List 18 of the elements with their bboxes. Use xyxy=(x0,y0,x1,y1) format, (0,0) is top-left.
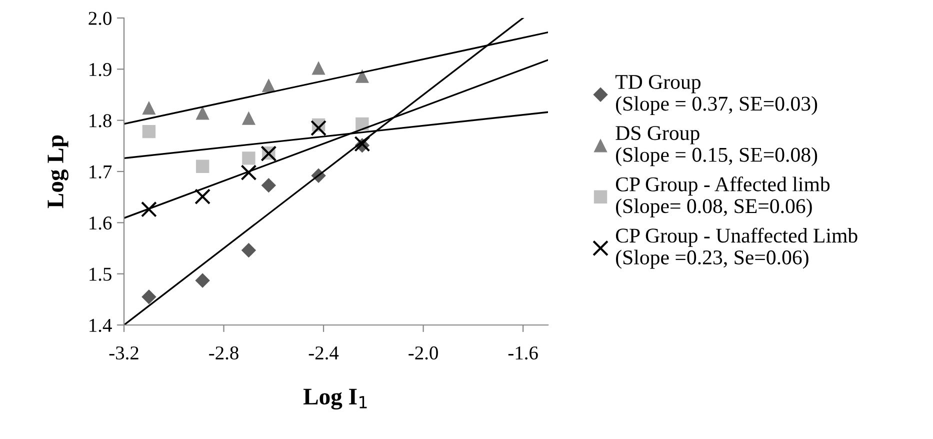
y-tick-label: 1.8 xyxy=(90,114,112,128)
legend-label: CP Group - Unaffected Limb (Slope =0.23, Se=0.06) xyxy=(616,228,858,269)
x-tick-label: -1.6 xyxy=(508,346,538,360)
x-tick-label: -2.4 xyxy=(308,346,339,360)
legend-label: CP Group - Affected limb (Slope= 0.08, SE=0.06) xyxy=(616,176,830,218)
legend-label: TD Group (Slope = 0.37, SE=0.03) xyxy=(615,74,818,115)
x-tick-label: -2.8 xyxy=(209,346,238,360)
x-tick-label: -2.0 xyxy=(408,346,438,360)
y-axis-title: Log Lp xyxy=(48,135,68,208)
legend-label: DS Group (Slope = 0.15, SE=0.08) xyxy=(616,126,818,166)
x-axis-title: Log I$_{1}$ xyxy=(303,388,367,410)
y-tick-label: 1.4 xyxy=(90,318,112,332)
y-tick-label: 1.7 xyxy=(90,165,112,179)
y-tick-label: 2.0 xyxy=(88,12,112,26)
x-tick-label: -3.2 xyxy=(109,346,138,360)
y-tick-label: 1.9 xyxy=(90,63,112,76)
y-tick-label: 1.5 xyxy=(90,268,112,281)
y-tick-label: 1.6 xyxy=(90,216,112,230)
